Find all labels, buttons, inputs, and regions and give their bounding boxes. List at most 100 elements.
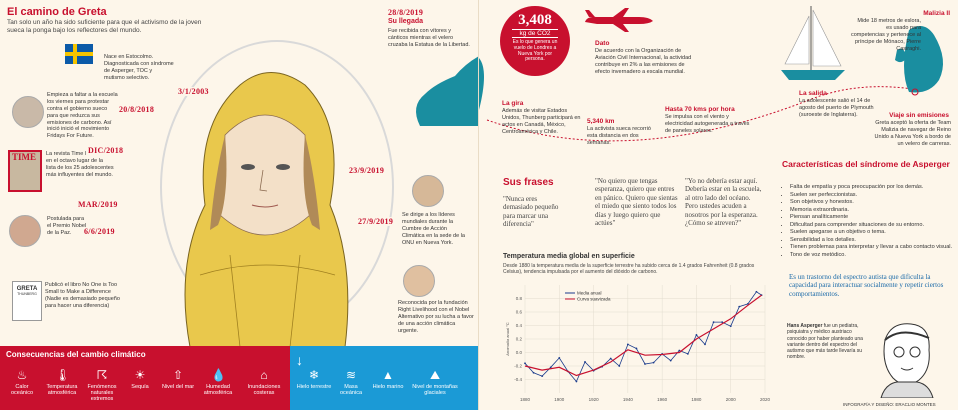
consequences-red-section [0,346,290,410]
departure-title: La salida [799,90,827,97]
y-tick-label: 0.0 [516,350,523,355]
gira-text: Además de visitar Estados Unidos, Thunbe… [502,108,581,135]
consequences-blue-section [290,346,479,410]
data-point [575,380,578,383]
atlantic-route-map [479,26,943,142]
co2-text: Es lo que genera un vuelo de Londres a N… [512,39,558,63]
left-panel: El camino de Greta Tan solo un año ha si… [0,6,479,410]
y-tick-label: 0.4 [516,323,523,328]
timeline-text-1: Nace en Estocolmo. Diagnosticada con sín… [104,54,174,81]
trip-title: Viaje sin emisiones [889,112,949,119]
gira-title: La gira [502,100,524,107]
quote-1: "Nunca eres demasiado pequeño para marca… [503,195,559,229]
departure-text: La adolescente salió el 14 de agosto del… [799,98,874,118]
magazine-name: TIME [12,152,37,162]
data-point [695,334,698,336]
data-point [524,362,526,365]
arrow-down-icon: ↓ [296,352,303,368]
asperger-list: Falta de empatía y poca preocupación por… [782,184,958,259]
drop-icon: 💧 [211,368,226,382]
data-point [644,363,646,365]
data-point [755,290,758,293]
timeline-date-6: 28/8/2019 [386,8,426,17]
timeline-text-8: Reconocida por la fundación Right Liveli… [398,300,474,334]
chart-description: Desde 1880 la temperatura media de la su… [503,263,755,275]
data-point [609,357,612,360]
co2-value: 3,408 [518,12,552,28]
hans-text: Hans Asperger fue un pediatra, psiquiatr… [787,323,863,361]
data-point [669,359,672,362]
data-point [652,361,655,364]
malizia-text: Mide 18 metros de eslora, es usado para … [851,18,922,52]
x-tick-label: 1940 [623,397,634,402]
timeline-text-4: Postulada para el Premio Nobel de la Paz… [47,216,87,236]
y-tick-label: 0.6 [516,310,523,315]
asperger-trait: Son objetivos y honestos. [790,199,958,207]
y-tick-label: 0.2 [516,337,523,342]
asperger-trait: Tienen problemas para interpretar y llev… [790,244,958,252]
consequence-sea-level: ⇧ Nivel del mar [161,368,195,390]
hans-asperger-portrait [880,323,934,398]
consequence-ocean-mass: ≋ Masa oceánica [339,368,363,397]
asperger-trait: Dificultad para comprender situaciones d… [790,222,958,230]
data-point [738,305,741,308]
asperger-trait: Falta de empatía y poca preocupación por… [790,184,958,192]
right-panel: 3,408 kg de CO2 Es lo que genera un vuel… [479,0,958,410]
us-east-coast-map [416,56,479,126]
quote-2: "No quiero que tengas esperanza, quiero … [595,177,678,227]
y-tick-label: -0.2 [514,364,522,369]
timeline-text-5: Publicó el libro No One is Too Small to … [45,282,120,309]
data-point [558,357,561,359]
co2-badge: 3,408 kg de CO2 Es lo que genera un vuel… [500,6,570,76]
data-point [678,349,681,352]
quotes-title: Sus frases [503,177,554,188]
consequence-humidity: 💧 Humedad atmosférica [203,368,233,397]
page-subtitle: Tan solo un año ha sido suficiente para … [7,19,202,35]
data-point [712,321,715,324]
page-title: El camino de Greta [7,6,107,18]
consequence-sea-ice: ▲ Hielo marino [372,368,404,390]
timeline-text-6: Fue recibida con vítores y cánticos mien… [388,28,470,48]
thermometer-icon: ♨ [16,368,28,382]
quote-3: "Yo no debería estar aquí. Debería estar… [685,177,762,227]
malizia-title: Malizia II [923,10,950,17]
consequence-atm-temp: 🌡 Temperatura atmosférica [46,368,78,397]
timeline-date-4: MAR/2019 [76,200,120,209]
asperger-definition: Es un trastorno del espectro autista que… [789,273,944,298]
book-subtitle: THUNBERG [17,292,37,296]
y-axis-label: Anomalía anual °C [505,322,510,356]
data-point [532,371,535,374]
distance-title: 5,340 km [587,118,615,125]
sweden-flag-icon [65,44,93,64]
y-tick-label: -0.4 [514,377,522,382]
consequence-ocean-heat: ♨ Calor oceánico [10,368,34,397]
right-livelihood-photo [403,265,435,297]
sailboat-icon [781,6,845,80]
sun-icon: ☀ [134,368,146,382]
x-tick-label: 1980 [691,397,702,402]
legend-label: Media anual [577,291,602,296]
data-point [541,375,544,378]
consequence-extreme: ☈ Fenómenos naturales extremos [87,368,117,403]
data-point [721,321,724,324]
asperger-trait: Sensibilidad a los detalles. [790,237,958,245]
hans-description: fue un pediatra, psiquiatra y médico aus… [787,323,863,361]
consequence-glaciers: ⛰ Nivel de montañas glaciales [412,368,458,397]
data-point [635,347,638,350]
arrow-up-icon: ⇧ [172,368,184,382]
asperger-trait: Tono de voz metódico. [790,252,958,260]
airplane-icon [585,8,653,32]
trip-text: Greta aceptó la oferta de Team Malizia d… [874,120,951,147]
thermometer-icon: 🌡 [55,368,71,382]
wave-icon: ≋ [345,368,357,382]
timeline-date-7: 23/9/2019 [347,166,387,175]
consequence-floods: ⌂ Inundaciones costeras [247,368,281,397]
dato-title: Dato [595,40,610,47]
timeline-text-3: La revista Time la coloca en el octavo l… [46,151,114,178]
speed-text: Se impulsa con el viento y electricidad … [665,114,750,134]
credit: INFOGRAFÍA Y DISEÑO: ERACLIO MONTES [843,402,936,407]
x-tick-label: 1880 [520,397,531,402]
dato-text: De acuerdo con la Organización de Aviaci… [595,48,692,75]
co2-unit: kg de CO2 [512,29,558,38]
data-point [626,343,629,346]
